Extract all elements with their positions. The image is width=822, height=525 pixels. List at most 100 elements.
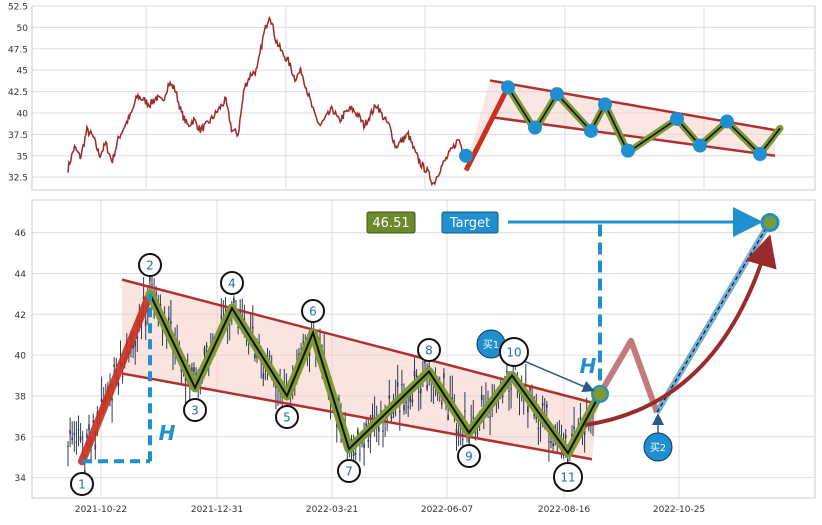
pattern-impulse-leg [78,289,154,466]
pattern-xtick-label: 2021-10-22 [75,505,127,515]
breakout-marker [591,384,609,403]
pivot-label-circle [70,472,94,496]
projected-path [597,337,660,414]
candle-body [573,426,575,430]
candle-body [170,321,172,324]
candle-body [121,376,124,378]
candle-body [585,402,588,404]
candle-body [407,406,409,408]
candle-body [67,445,69,447]
candle-body [134,341,136,347]
candle-body [378,426,380,432]
candle-body [367,439,370,442]
candle-body [117,383,120,387]
h-label-right: H [580,354,597,378]
candle-body [480,394,483,401]
candle-body [111,398,113,401]
candle-body [371,414,374,420]
pattern-channel-lower [121,372,593,461]
pattern-ytick-label: 42 [15,311,26,321]
candle-body [506,370,508,373]
candle-body [571,433,573,437]
candle-body [363,443,365,448]
candle-body [396,382,399,387]
candle-body [92,420,94,423]
overview-pivot-marker [670,111,684,126]
candle-body [75,441,78,443]
candle-body [205,345,208,348]
candle-body [428,365,430,368]
candle-body [203,348,206,355]
overview-panel: 32.5 35 37.5 40 42.5 45 47.5 50 52.5 [8,3,816,191]
candle-body [537,427,540,429]
candle-body [193,367,195,373]
candle-body [399,411,401,413]
overview-ytick-label: 50 [17,24,29,34]
candle-body [535,415,538,419]
candle-body [237,326,239,329]
candle-body [88,424,90,431]
pivot-label-circle [301,299,325,323]
candle-body [84,470,86,474]
candle-body [455,429,458,434]
pivot-label: 3 [191,404,199,418]
pattern-xtick-label: 2021-12-31 [191,505,243,515]
candle-body [268,355,271,358]
overview-impulse-leg [463,86,511,172]
pivot-label: 4 [228,277,236,291]
candle-body [149,275,151,282]
candle-body [510,388,512,390]
candle-body [527,406,529,413]
pivot-label: 7 [345,465,353,479]
overview-pivot-marker [584,123,598,138]
candle-body [113,364,115,367]
candle-body [77,429,80,431]
pivot-label: 2 [146,259,154,273]
candle-body [546,404,548,408]
pattern-xtick-label: 2022-06-07 [421,505,473,515]
candle-body [73,432,76,435]
candle-body [136,336,139,340]
candle-body [86,434,88,438]
candle-body [426,384,428,390]
overview-ytick-label: 37.5 [8,131,28,141]
candle-body [262,373,265,379]
overview-ytick-label: 52.5 [8,3,28,13]
overview-ytick-label: 35 [17,152,28,162]
buy2-label: 买2 [650,442,666,454]
candle-body [359,453,361,455]
pattern-xtick-label: 2022-08-16 [538,505,591,515]
candle-body [252,326,254,329]
candle-body [583,430,586,436]
overview-ytick-label: 32.5 [8,174,28,184]
pattern-ytick-label: 34 [15,474,27,484]
pattern-ytick-label: 36 [15,433,27,443]
pivot-label-circle [275,405,299,429]
overview-ytick-label: 42.5 [8,88,28,98]
target-value-box [366,211,416,234]
buy1-label: 买1 [483,339,499,351]
pivot-label-circle [220,271,244,295]
candle-body [525,378,527,380]
candle-body [352,451,355,457]
pattern-ytick-label: 38 [15,392,27,402]
candle-body [191,367,193,372]
overview-plot-area [31,5,816,191]
overview-ytick-label: 47.5 [8,45,28,55]
pattern-zigzag-line [149,293,601,455]
candle-body [220,316,223,319]
pivot-label-circle [457,444,481,468]
pattern-xtick-label: 2022-03-21 [306,505,358,515]
candle-body [579,417,582,420]
candle-body [462,438,464,440]
candle-body [409,395,412,402]
pivot-label: 6 [309,305,317,319]
candle-body [403,405,405,411]
pivot-label: 5 [283,411,291,425]
candle-body [233,297,235,304]
candle-body [443,373,445,379]
overview-pivot-marker [598,97,612,112]
candle-body [144,320,147,327]
candle-body [388,395,391,399]
